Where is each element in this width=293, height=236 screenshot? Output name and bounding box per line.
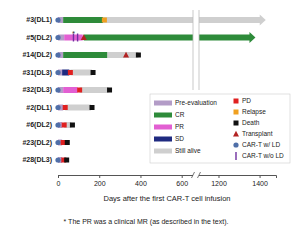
row-label: #23(DL2) bbox=[22, 139, 52, 147]
tick-label: 1200 bbox=[211, 180, 227, 187]
row-label: #3(DL1) bbox=[26, 16, 52, 24]
marker-square bbox=[91, 70, 96, 75]
tick-mark bbox=[140, 175, 141, 178]
marker-circle bbox=[233, 142, 238, 147]
axis-break-mark bbox=[192, 172, 195, 178]
legend-label: PR bbox=[175, 123, 184, 130]
segment bbox=[70, 70, 92, 76]
marker-square bbox=[65, 140, 70, 145]
marker-triangle bbox=[233, 131, 239, 137]
legend-box bbox=[150, 94, 290, 163]
marker-square bbox=[234, 110, 239, 115]
legend-label: Relapse bbox=[242, 108, 266, 116]
legend-swatch bbox=[154, 101, 172, 106]
marker-tick bbox=[77, 34, 78, 42]
legend-label: Transplant bbox=[242, 130, 273, 138]
row-label: #32(DL3) bbox=[22, 86, 52, 94]
legend-label: SD bbox=[175, 135, 184, 142]
legend-label: Pre-evaluation bbox=[175, 99, 217, 106]
axis-break-gap bbox=[193, 10, 199, 90]
chart: * #3(DL1) #5(DL2) #14(DL2) #31(DL3) #32(DL3) #… bbox=[0, 0, 293, 236]
legend-label: PD bbox=[242, 97, 251, 104]
marker-square bbox=[64, 158, 69, 163]
legend-label: CAR-T w/ LD bbox=[242, 141, 280, 148]
tick-label: 1400 bbox=[252, 180, 268, 187]
segment bbox=[107, 52, 138, 58]
marker-square bbox=[68, 70, 73, 75]
marker-square bbox=[90, 105, 95, 110]
legend-swatch bbox=[154, 125, 172, 130]
tick-mark bbox=[260, 175, 261, 178]
marker-square bbox=[63, 105, 68, 110]
legend: Pre-evaluation CR PR SD Still alive PD Relapse… bbox=[150, 94, 290, 163]
marker-tick bbox=[235, 152, 236, 160]
tick: 0 bbox=[57, 175, 61, 187]
marker-square bbox=[234, 99, 239, 104]
marker-square bbox=[62, 123, 67, 128]
legend-label: CR bbox=[175, 111, 185, 118]
marker-circle bbox=[55, 35, 60, 40]
marker-circle bbox=[55, 52, 60, 57]
row-label: #6(DL2) bbox=[26, 121, 52, 129]
axis-break-mark bbox=[198, 172, 201, 178]
row-label: #31(DL3) bbox=[22, 69, 52, 77]
marker-circle bbox=[55, 70, 60, 75]
tick: 400 bbox=[135, 175, 147, 187]
segment bbox=[63, 87, 77, 93]
marker-circle bbox=[55, 87, 60, 92]
tick-mark bbox=[99, 175, 100, 178]
footnote: * The PR was a clinical MR (as described… bbox=[64, 218, 229, 226]
marker-triangle bbox=[123, 52, 129, 58]
row-label: #2(DL1) bbox=[26, 104, 52, 112]
legend-label: Still alive bbox=[175, 147, 201, 154]
tick: 600 bbox=[176, 175, 188, 187]
legend-label: Death bbox=[242, 119, 260, 126]
tick-mark bbox=[58, 175, 59, 178]
x-axis: 0 200 400 600 1200 1400 bbox=[57, 172, 277, 187]
marker-circle bbox=[55, 17, 60, 22]
tick-mark bbox=[182, 175, 183, 178]
legend-label: CAR-T w/o LD bbox=[242, 152, 284, 159]
tick-label: 600 bbox=[176, 180, 188, 187]
legend-swatch bbox=[154, 113, 172, 118]
segment-arrow bbox=[103, 15, 265, 26]
tick-label: 0 bbox=[57, 180, 61, 187]
legend-swatch bbox=[154, 137, 172, 142]
marker-circle bbox=[55, 157, 60, 162]
marker-square bbox=[234, 121, 239, 126]
segment bbox=[65, 105, 91, 111]
marker-square bbox=[70, 123, 75, 128]
segment-arrow bbox=[84, 32, 256, 43]
marker-circle bbox=[55, 140, 60, 145]
tick-label: 400 bbox=[135, 180, 147, 187]
marker-circle bbox=[55, 122, 60, 127]
tick: 1400 bbox=[252, 175, 268, 187]
axis-line bbox=[59, 176, 277, 179]
tick: 200 bbox=[94, 175, 106, 187]
segment bbox=[63, 17, 103, 23]
marker-triangle bbox=[81, 34, 87, 40]
segment bbox=[80, 87, 109, 93]
tick-mark bbox=[218, 175, 219, 178]
axis-title: Days after the first CAR-T cell infusion bbox=[104, 194, 231, 203]
row-label: #14(DL2) bbox=[22, 51, 52, 59]
marker-square bbox=[77, 88, 82, 93]
tick: 1200 bbox=[211, 175, 227, 187]
segment bbox=[63, 52, 107, 58]
legend-swatch bbox=[154, 149, 172, 154]
marker-circle bbox=[55, 105, 60, 110]
marker-square bbox=[107, 88, 112, 93]
tick-label: 200 bbox=[94, 180, 106, 187]
row-label: #5(DL2) bbox=[26, 34, 52, 42]
row-label: #28(DL3) bbox=[22, 156, 52, 164]
marker-square bbox=[102, 18, 107, 23]
marker-square bbox=[136, 53, 141, 58]
axis-break-line bbox=[199, 10, 200, 90]
annotation: * bbox=[72, 29, 75, 38]
axis-break-line bbox=[193, 10, 194, 90]
